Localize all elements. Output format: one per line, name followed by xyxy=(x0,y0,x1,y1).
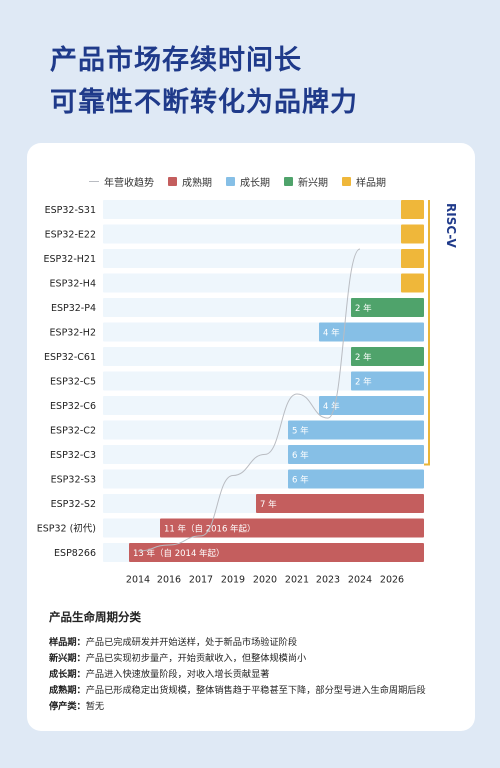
legend-label-growth: 成长期 xyxy=(240,177,270,189)
headline: 产品市场存续时间长 可靠性不断转化为品牌力 xyxy=(50,40,470,124)
row-label: ESP32-S31 xyxy=(45,205,96,216)
row-label: ESP32-C3 xyxy=(50,450,96,461)
emerging-swatch xyxy=(284,176,293,186)
lifecycle-term: 样品期： xyxy=(49,637,86,648)
bar-mature xyxy=(129,543,424,562)
headline-line2: 可靠性不断转化为品牌力 xyxy=(50,87,358,118)
row-label: ESP32-H2 xyxy=(50,328,96,339)
x-tick-label: 2024 xyxy=(348,575,372,586)
lifecycle-item-growth: 成长期： 产品进入快速放量阶段，对收入增长贡献显著 xyxy=(49,667,459,683)
bar-value-label: 5 年 xyxy=(292,426,309,437)
bar-sample xyxy=(401,224,424,244)
lifecycle-desc: 产品已实现初步量产，开始贡献收入，但整体规模尚小 xyxy=(85,653,307,664)
bar-value-label: 4 年 xyxy=(323,401,340,412)
row-background xyxy=(103,371,424,391)
x-tick-label: 2026 xyxy=(380,575,404,586)
trend-line-swatch xyxy=(89,180,99,182)
legend-item-growth: 成长期 xyxy=(226,174,270,189)
legend-item-emerging: 新兴期 xyxy=(284,174,328,189)
headline-line1: 产品市场存续时间长 xyxy=(50,45,302,76)
bar-value-label: 2 年 xyxy=(355,352,372,363)
lifecycle-term: 成长期： xyxy=(49,669,86,680)
row-background xyxy=(103,298,424,317)
x-tick-label: 2014 xyxy=(126,575,150,586)
bar-value-label: 6 年 xyxy=(292,475,309,486)
row-label: ESP32 (初代) xyxy=(37,523,96,535)
row-label: ESP32-C2 xyxy=(50,426,96,437)
bar-growth xyxy=(319,322,424,342)
bar-value-label: 4 年 xyxy=(323,328,340,339)
row-label: ESP32-C61 xyxy=(44,352,96,363)
lifecycle-item-discontinued: 停产类： 暂无 xyxy=(49,699,459,715)
x-tick-label: 2017 xyxy=(189,575,213,586)
timeline-chart: ESP32-S31 ESP32-E22 ESP32-H21 ESP32-H4 ESP32… xyxy=(37,200,458,586)
legend-item-trend: 年营收趋势 xyxy=(89,174,154,189)
bar-sample xyxy=(401,249,424,268)
lifecycle-desc: 产品进入快速放量阶段，对收入增长贡献显著 xyxy=(85,669,270,680)
lifecycle-desc: 暂无 xyxy=(85,701,105,712)
row-label: ESP32-C6 xyxy=(50,401,96,412)
bar-emerging xyxy=(351,347,424,366)
legend-label-trend: 年营收趋势 xyxy=(104,177,154,189)
row-background xyxy=(103,224,424,244)
row-background xyxy=(103,249,424,268)
bar-growth xyxy=(351,371,424,391)
legend-item-sample: 样品期 xyxy=(342,174,386,189)
lifecycle-section: 产品生命周期分类 样品期： 产品已完成研发并开始送样，处于新品市场验证阶段 新兴… xyxy=(49,609,459,715)
growth-swatch xyxy=(226,176,235,186)
bar-value-label: 6 年 xyxy=(292,450,309,461)
lifecycle-item-emerging: 新兴期： 产品已实现初步量产，开始贡献收入，但整体规模尚小 xyxy=(49,651,459,667)
bar-growth xyxy=(319,396,424,415)
x-tick-label: 2016 xyxy=(157,575,181,586)
x-tick-label: 2023 xyxy=(316,575,340,586)
bar-value-label: 2 年 xyxy=(355,303,372,314)
revenue-trend-line xyxy=(137,248,361,552)
legend-item-mature: 成熟期 xyxy=(168,174,212,189)
bar-mature xyxy=(160,518,424,538)
risc-v-logo: RISC-V xyxy=(444,203,458,249)
lifecycle-desc: 产品已形成稳定出货规模，整体销售趋于平稳甚至下降，部分型号进入生命周期后段 xyxy=(85,685,426,696)
bar-value-label: 7 年 xyxy=(260,499,277,510)
bar-growth xyxy=(288,469,424,489)
lifecycle-term: 停产类： xyxy=(49,701,86,712)
chart-card: 年营收趋势 成熟期 成长期 新兴期 样品期 ESP32-S31 ESP32-E22… xyxy=(27,143,475,731)
bar-value-label: 2 年 xyxy=(355,377,372,388)
row-label: ESP32-S3 xyxy=(51,475,96,486)
bar-mature xyxy=(256,494,424,513)
bar-sample xyxy=(401,200,424,219)
legend: 年营收趋势 成熟期 成长期 新兴期 样品期 xyxy=(89,173,386,189)
row-label: ESP8266 xyxy=(54,548,96,559)
row-label: ESP32-P4 xyxy=(51,303,96,314)
bar-emerging xyxy=(351,298,424,317)
lifecycle-item-sample: 样品期： 产品已完成研发并开始送样，处于新品市场验证阶段 xyxy=(49,635,459,651)
row-label: ESP32-S2 xyxy=(51,499,96,510)
legend-label-sample: 样品期 xyxy=(356,177,386,189)
lifecycle-term: 新兴期： xyxy=(49,653,86,664)
x-tick-label: 2021 xyxy=(285,575,309,586)
lifecycle-term: 成熟期： xyxy=(49,685,86,696)
row-background xyxy=(103,200,424,219)
sample-swatch xyxy=(342,176,351,186)
row-label: ESP32-E22 xyxy=(45,230,96,241)
bar-growth xyxy=(288,445,424,464)
bar-growth xyxy=(288,420,424,440)
lifecycle-title: 产品生命周期分类 xyxy=(49,610,141,624)
row-background xyxy=(103,273,424,293)
row-label: ESP32-H4 xyxy=(50,279,96,290)
row-label: ESP32-C5 xyxy=(50,377,96,388)
bar-value-label: 13 年（自 2014 年起） xyxy=(133,548,225,559)
legend-label-mature: 成熟期 xyxy=(182,177,212,189)
bar-sample xyxy=(401,273,424,293)
x-tick-label: 2020 xyxy=(253,575,277,586)
legend-label-emerging: 新兴期 xyxy=(298,177,328,189)
lifecycle-item-mature: 成熟期： 产品已形成稳定出货规模，整体销售趋于平稳甚至下降，部分型号进入生命周期… xyxy=(49,683,459,699)
lifecycle-desc: 产品已完成研发并开始送样，处于新品市场验证阶段 xyxy=(85,637,298,648)
mature-swatch xyxy=(168,176,177,186)
x-tick-label: 2019 xyxy=(221,575,245,586)
row-label: ESP32-H21 xyxy=(43,254,96,265)
row-background xyxy=(103,347,424,366)
